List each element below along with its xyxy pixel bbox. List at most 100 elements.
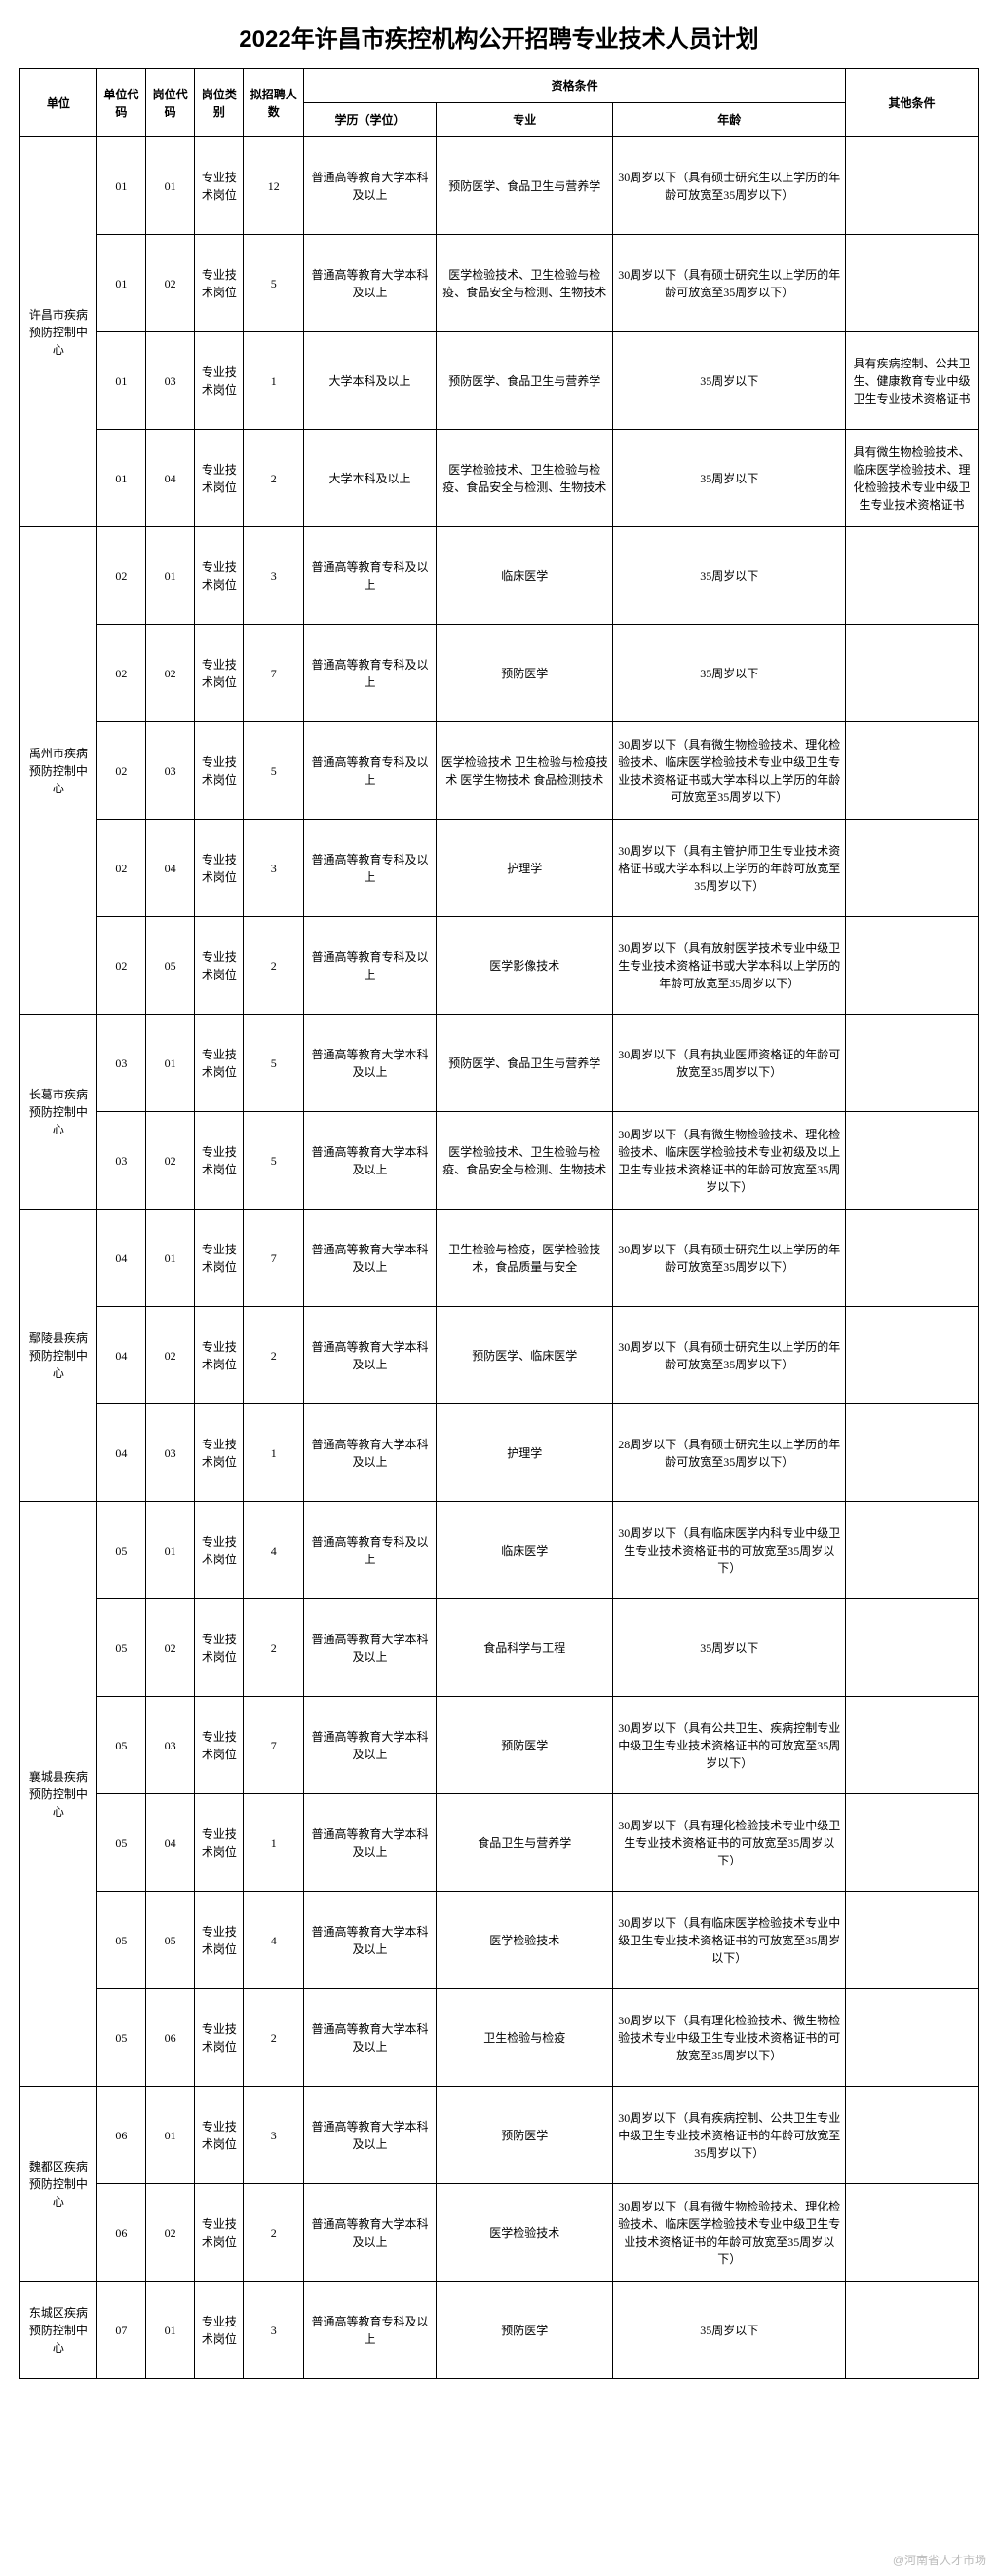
major-cell: 医学检验技术、卫生检验与检疫、食品安全与检测、生物技术	[436, 235, 613, 332]
major-cell: 预防医学	[436, 1697, 613, 1794]
unitcode-cell: 02	[96, 722, 145, 820]
postcode-cell: 01	[146, 2282, 195, 2379]
age-cell: 28周岁以下（具有硕士研究生以上学历的年龄可放宽至35周岁以下）	[613, 1404, 846, 1502]
other-cell	[846, 1502, 979, 1599]
major-cell: 预防医学、食品卫生与营养学	[436, 1015, 613, 1112]
postcode-cell: 04	[146, 820, 195, 917]
unitcode-cell: 02	[96, 917, 145, 1015]
postcode-cell: 05	[146, 1892, 195, 1989]
unitcode-cell: 05	[96, 1892, 145, 1989]
postcode-cell: 03	[146, 1697, 195, 1794]
major-cell: 预防医学、食品卫生与营养学	[436, 332, 613, 430]
count-cell: 5	[244, 235, 304, 332]
unitcode-cell: 03	[96, 1112, 145, 1210]
count-cell: 2	[244, 1307, 304, 1404]
unitcode-cell: 02	[96, 527, 145, 625]
unitcode-cell: 04	[96, 1210, 145, 1307]
age-cell: 30周岁以下（具有临床医学检验技术专业中级卫生专业技术资格证书的可放宽至35周岁…	[613, 1892, 846, 1989]
major-cell: 预防医学	[436, 2282, 613, 2379]
major-cell: 预防医学、食品卫生与营养学	[436, 137, 613, 235]
posttype-cell: 专业技术岗位	[195, 625, 244, 722]
unitcode-cell: 05	[96, 1697, 145, 1794]
unitcode-cell: 01	[96, 235, 145, 332]
unitcode-cell: 03	[96, 1015, 145, 1112]
age-cell: 30周岁以下（具有放射医学技术专业中级卫生专业技术资格证书或大学本科以上学历的年…	[613, 917, 846, 1015]
other-cell	[846, 722, 979, 820]
count-cell: 5	[244, 1015, 304, 1112]
th-postcode: 岗位代码	[146, 69, 195, 137]
page-title: 2022年许昌市疾控机构公开招聘专业技术人员计划	[19, 19, 979, 54]
watermark: @河南省人才市场	[893, 2552, 986, 2568]
other-cell	[846, 1599, 979, 1697]
other-cell	[846, 527, 979, 625]
edu-cell: 普通高等教育专科及以上	[304, 1502, 437, 1599]
postcode-cell: 01	[146, 2087, 195, 2184]
other-cell	[846, 1697, 979, 1794]
table-row: 0505专业技术岗位4普通高等教育大学本科及以上医学检验技术30周岁以下（具有临…	[20, 1892, 979, 1989]
age-cell: 35周岁以下	[613, 527, 846, 625]
count-cell: 1	[244, 1404, 304, 1502]
other-cell	[846, 1794, 979, 1892]
postcode-cell: 03	[146, 722, 195, 820]
table-row: 0203专业技术岗位5普通高等教育专科及以上医学检验技术 卫生检验与检疫技术 医…	[20, 722, 979, 820]
postcode-cell: 02	[146, 2184, 195, 2282]
postcode-cell: 01	[146, 1210, 195, 1307]
edu-cell: 普通高等教育专科及以上	[304, 527, 437, 625]
age-cell: 30周岁以下（具有临床医学内科专业中级卫生专业技术资格证书的可放宽至35周岁以下…	[613, 1502, 846, 1599]
count-cell: 12	[244, 137, 304, 235]
age-cell: 35周岁以下	[613, 2282, 846, 2379]
table-row: 0205专业技术岗位2普通高等教育专科及以上医学影像技术30周岁以下（具有放射医…	[20, 917, 979, 1015]
major-cell: 预防医学	[436, 625, 613, 722]
edu-cell: 普通高等教育大学本科及以上	[304, 1794, 437, 1892]
unit-cell: 魏都区疾病预防控制中心	[20, 2087, 97, 2282]
posttype-cell: 专业技术岗位	[195, 1697, 244, 1794]
count-cell: 3	[244, 527, 304, 625]
postcode-cell: 02	[146, 1112, 195, 1210]
th-unitcode: 单位代码	[96, 69, 145, 137]
other-cell	[846, 820, 979, 917]
other-cell	[846, 1015, 979, 1112]
edu-cell: 普通高等教育大学本科及以上	[304, 2184, 437, 2282]
table-row: 0402专业技术岗位2普通高等教育大学本科及以上预防医学、临床医学30周岁以下（…	[20, 1307, 979, 1404]
table-row: 许昌市疾病预防控制中心0101专业技术岗位12普通高等教育大学本科及以上预防医学…	[20, 137, 979, 235]
count-cell: 2	[244, 2184, 304, 2282]
unitcode-cell: 04	[96, 1404, 145, 1502]
other-cell	[846, 1892, 979, 1989]
postcode-cell: 06	[146, 1989, 195, 2087]
count-cell: 2	[244, 430, 304, 527]
major-cell: 卫生检验与检疫，医学检验技术，食品质量与安全	[436, 1210, 613, 1307]
age-cell: 30周岁以下（具有硕士研究生以上学历的年龄可放宽至35周岁以下）	[613, 235, 846, 332]
recruitment-table: 单位 单位代码 岗位代码 岗位类别 拟招聘人数 资格条件 其他条件 学历（学位）…	[19, 68, 979, 2379]
posttype-cell: 专业技术岗位	[195, 332, 244, 430]
edu-cell: 普通高等教育大学本科及以上	[304, 1599, 437, 1697]
posttype-cell: 专业技术岗位	[195, 1892, 244, 1989]
age-cell: 30周岁以下（具有理化检验技术、微生物检验技术专业中级卫生专业技术资格证书的可放…	[613, 1989, 846, 2087]
other-cell	[846, 2184, 979, 2282]
other-cell: 具有微生物检验技术、临床医学检验技术、理化检验技术专业中级卫生专业技术资格证书	[846, 430, 979, 527]
table-row: 鄢陵县疾病预防控制中心0401专业技术岗位7普通高等教育大学本科及以上卫生检验与…	[20, 1210, 979, 1307]
posttype-cell: 专业技术岗位	[195, 1015, 244, 1112]
other-cell	[846, 1307, 979, 1404]
count-cell: 7	[244, 625, 304, 722]
other-cell	[846, 235, 979, 332]
age-cell: 30周岁以下（具有硕士研究生以上学历的年龄可放宽至35周岁以下）	[613, 1210, 846, 1307]
postcode-cell: 03	[146, 332, 195, 430]
table-row: 禹州市疾病预防控制中心0201专业技术岗位3普通高等教育专科及以上临床医学35周…	[20, 527, 979, 625]
edu-cell: 普通高等教育大学本科及以上	[304, 1989, 437, 2087]
unitcode-cell: 05	[96, 1989, 145, 2087]
posttype-cell: 专业技术岗位	[195, 1307, 244, 1404]
posttype-cell: 专业技术岗位	[195, 1989, 244, 2087]
major-cell: 医学检验技术	[436, 1892, 613, 1989]
other-cell	[846, 1989, 979, 2087]
major-cell: 临床医学	[436, 1502, 613, 1599]
unitcode-cell: 06	[96, 2184, 145, 2282]
count-cell: 5	[244, 722, 304, 820]
unitcode-cell: 05	[96, 1502, 145, 1599]
unit-cell: 禹州市疾病预防控制中心	[20, 527, 97, 1015]
other-cell	[846, 137, 979, 235]
age-cell: 30周岁以下（具有理化检验技术专业中级卫生专业技术资格证书的可放宽至35周岁以下…	[613, 1794, 846, 1892]
postcode-cell: 03	[146, 1404, 195, 1502]
unitcode-cell: 07	[96, 2282, 145, 2379]
edu-cell: 普通高等教育大学本科及以上	[304, 1404, 437, 1502]
table-row: 0602专业技术岗位2普通高等教育大学本科及以上医学检验技术30周岁以下（具有微…	[20, 2184, 979, 2282]
